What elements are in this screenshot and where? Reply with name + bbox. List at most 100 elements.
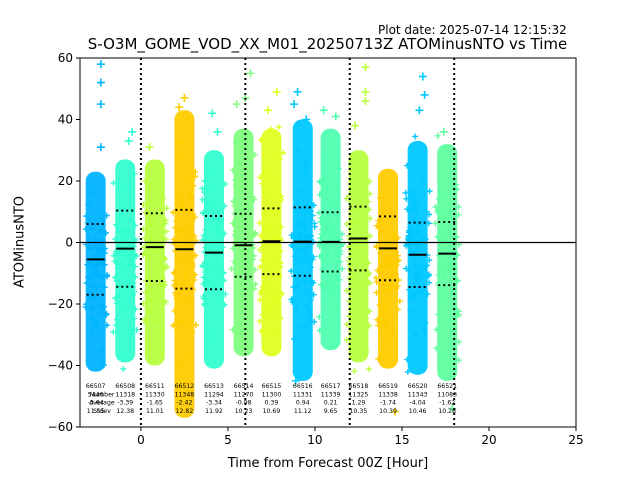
stat-text: 9.65 bbox=[324, 408, 338, 415]
data-point bbox=[332, 284, 339, 291]
data-point bbox=[251, 196, 258, 203]
data-point bbox=[147, 295, 154, 302]
data-point bbox=[175, 193, 182, 200]
data-point bbox=[99, 261, 106, 268]
data-point bbox=[324, 298, 331, 305]
data-point bbox=[202, 269, 209, 276]
data-point bbox=[273, 255, 280, 262]
data-point bbox=[250, 285, 257, 292]
stat-text: 12.82 bbox=[176, 408, 194, 415]
data-point bbox=[188, 177, 195, 184]
data-point bbox=[338, 243, 345, 250]
data-point bbox=[132, 273, 139, 280]
data-point bbox=[377, 229, 384, 236]
data-point bbox=[444, 301, 451, 308]
data-point bbox=[245, 170, 252, 177]
data-point bbox=[251, 266, 258, 273]
data-point bbox=[99, 248, 106, 255]
data-point bbox=[124, 227, 131, 234]
data-point bbox=[189, 182, 196, 189]
data-point bbox=[261, 312, 268, 319]
data-point bbox=[413, 208, 420, 215]
data-point bbox=[211, 263, 218, 270]
data-point bbox=[192, 173, 199, 180]
data-point bbox=[375, 356, 382, 363]
data-point bbox=[234, 234, 241, 241]
x-tick-label: 25 bbox=[568, 433, 583, 447]
data-point bbox=[420, 307, 427, 314]
outlier-point bbox=[145, 143, 154, 152]
data-point bbox=[193, 322, 200, 329]
data-point bbox=[303, 289, 310, 296]
data-point bbox=[91, 264, 98, 271]
data-point bbox=[201, 301, 208, 308]
data-point bbox=[201, 177, 208, 184]
stat-row-label: Average bbox=[89, 400, 115, 407]
data-point bbox=[293, 208, 300, 215]
stat-text: 5446 bbox=[88, 391, 104, 398]
data-point bbox=[268, 175, 275, 182]
data-point bbox=[366, 322, 373, 329]
data-point bbox=[142, 178, 149, 185]
data-point bbox=[177, 361, 184, 368]
data-point bbox=[239, 247, 246, 254]
outlier-point bbox=[246, 69, 255, 78]
data-point bbox=[307, 318, 314, 325]
data-point bbox=[257, 136, 264, 143]
data-point bbox=[352, 242, 359, 249]
data-point bbox=[453, 234, 460, 241]
data-point bbox=[211, 284, 218, 291]
data-point bbox=[121, 270, 128, 277]
data-point bbox=[324, 198, 331, 205]
stat-row-label: Stdev bbox=[93, 408, 111, 415]
data-point bbox=[434, 234, 441, 241]
stat-text: 1.29 bbox=[352, 400, 366, 407]
data-point bbox=[259, 180, 266, 187]
data-point bbox=[426, 271, 433, 278]
data-point bbox=[89, 316, 96, 323]
data-point bbox=[159, 284, 166, 291]
data-point bbox=[336, 276, 343, 283]
data-point bbox=[147, 341, 154, 348]
stat-text: 0.21 bbox=[324, 400, 338, 407]
data-point bbox=[391, 270, 398, 277]
data-point bbox=[218, 296, 225, 303]
data-point bbox=[294, 200, 301, 207]
data-point bbox=[251, 151, 258, 158]
data-point bbox=[380, 305, 387, 312]
data-point bbox=[384, 321, 391, 328]
x-tick-label: 5 bbox=[224, 433, 232, 447]
data-point bbox=[151, 218, 158, 225]
data-point bbox=[422, 320, 429, 327]
data-point bbox=[423, 208, 430, 215]
data-point bbox=[381, 253, 388, 260]
data-point bbox=[187, 335, 194, 342]
data-point bbox=[309, 256, 316, 263]
data-point bbox=[279, 290, 286, 297]
data-point bbox=[305, 306, 312, 313]
stat-text: -1.62 bbox=[439, 400, 455, 407]
data-point bbox=[128, 261, 135, 268]
data-point bbox=[232, 223, 239, 230]
data-point bbox=[112, 236, 119, 243]
data-point bbox=[83, 213, 90, 220]
data-point bbox=[171, 277, 178, 284]
data-point bbox=[122, 219, 129, 226]
data-point bbox=[379, 211, 386, 218]
outlier-point bbox=[180, 93, 189, 102]
stat-text: 10.69 bbox=[263, 408, 281, 415]
data-point bbox=[343, 195, 350, 202]
data-layer bbox=[82, 60, 463, 418]
outlier-point bbox=[391, 407, 400, 416]
data-point bbox=[262, 214, 269, 221]
data-point bbox=[440, 192, 447, 199]
data-point bbox=[439, 262, 446, 269]
data-point bbox=[382, 330, 389, 337]
data-point bbox=[360, 258, 367, 265]
data-point bbox=[391, 231, 398, 238]
data-point bbox=[316, 327, 323, 334]
data-point bbox=[392, 248, 399, 255]
data-point bbox=[250, 245, 257, 252]
data-point bbox=[222, 291, 229, 298]
